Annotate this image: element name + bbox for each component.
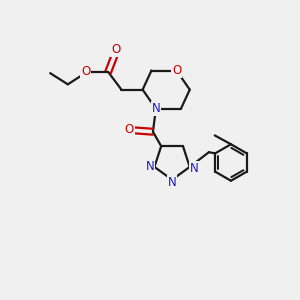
Text: O: O bbox=[125, 123, 134, 136]
Text: O: O bbox=[172, 64, 181, 77]
Text: O: O bbox=[111, 43, 120, 56]
Text: O: O bbox=[81, 65, 90, 79]
Text: N: N bbox=[152, 102, 160, 115]
Text: N: N bbox=[146, 160, 154, 173]
Text: N: N bbox=[168, 176, 176, 189]
Text: N: N bbox=[190, 162, 199, 175]
